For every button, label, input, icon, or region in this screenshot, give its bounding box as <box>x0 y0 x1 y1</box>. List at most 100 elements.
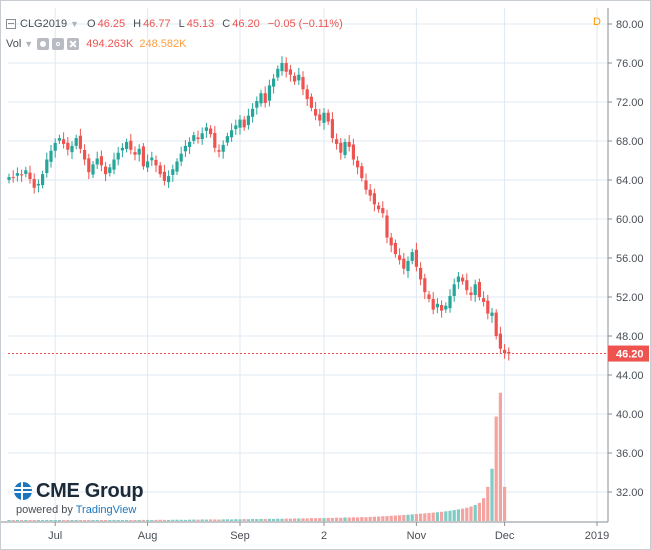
candle-body <box>217 150 221 152</box>
x-tick-label: Dec <box>495 530 515 542</box>
volume-value: 494.263K <box>86 38 134 50</box>
chevron-down-icon[interactable]: ▼ <box>24 39 34 49</box>
candle-body <box>192 135 196 141</box>
volume-bar <box>309 518 313 521</box>
candle-body <box>251 108 255 117</box>
candle-body <box>225 136 229 143</box>
volume-bar <box>95 520 99 521</box>
volume-bar <box>364 517 368 521</box>
volume-bar <box>335 517 339 521</box>
volume-bar <box>398 515 402 521</box>
candle-body <box>120 147 124 151</box>
candle-body <box>335 139 339 144</box>
y-tick-label: 64.00 <box>616 175 644 187</box>
volume-bar <box>263 519 267 521</box>
volume-bar <box>339 517 343 521</box>
volume-bar <box>297 518 301 521</box>
candle-body <box>230 130 234 138</box>
volume-bar <box>423 513 427 521</box>
volume-bar <box>183 519 187 521</box>
candle-body <box>364 180 368 190</box>
volume-bar <box>267 518 271 521</box>
candle-body <box>146 161 150 168</box>
volume-bar <box>108 520 112 521</box>
volume-bar <box>238 519 242 521</box>
volume-bar <box>469 506 473 521</box>
volume-bar <box>15 520 19 521</box>
volume-bar <box>179 519 183 521</box>
dividend-flag: D <box>593 16 601 28</box>
eye-icon[interactable] <box>37 38 50 50</box>
candle-body <box>288 69 292 75</box>
low-value: 45.13 <box>186 18 215 30</box>
platform-name[interactable]: TradingView <box>75 504 137 516</box>
volume-bar <box>473 505 477 521</box>
volume-bar <box>503 486 507 521</box>
volume-bar <box>36 520 40 521</box>
volume-bar <box>385 516 389 521</box>
change-value: −0.05 (−0.11%) <box>267 18 343 30</box>
candle-body <box>309 96 313 108</box>
volume-bar <box>482 498 486 521</box>
candle-body <box>99 156 103 166</box>
candle-body <box>351 144 355 160</box>
candle-body <box>448 296 452 309</box>
volume-bar <box>204 519 208 521</box>
volume-bar <box>440 511 444 521</box>
candle-body <box>125 141 129 149</box>
x-tick-label: Sep <box>230 530 250 542</box>
y-tick-label: 44.00 <box>616 370 644 382</box>
volume-bar <box>7 520 11 521</box>
volume-bar <box>66 520 70 521</box>
candle-body <box>419 267 423 280</box>
candle-body <box>154 159 158 166</box>
candle-body <box>423 278 427 293</box>
symbol-label[interactable]: CLG2019 <box>20 18 68 30</box>
candle-body <box>494 312 498 336</box>
candle-body <box>209 128 213 135</box>
candle-body <box>213 133 217 148</box>
volume-bar <box>351 517 355 521</box>
brand-name: CME Group <box>36 480 144 502</box>
volume-bar <box>62 520 66 521</box>
volume-bar <box>116 520 120 521</box>
candle-body <box>255 101 259 108</box>
candle-body <box>53 142 57 151</box>
volume-bar <box>78 520 82 521</box>
volume-bar <box>448 510 452 521</box>
open-value: 46.25 <box>97 18 126 30</box>
volume-bar <box>125 519 129 521</box>
candle-body <box>234 125 238 130</box>
volume-bar <box>326 517 330 521</box>
collapse-square-icon[interactable] <box>6 19 16 29</box>
close-icon[interactable] <box>67 38 80 50</box>
chevron-down-icon[interactable]: ▼ <box>70 19 80 29</box>
open-key: O <box>87 18 96 30</box>
candle-body <box>7 177 11 180</box>
candle-body <box>414 249 418 267</box>
volume-bar <box>372 516 376 521</box>
volume-bar <box>146 519 150 521</box>
volume-bar <box>360 517 364 521</box>
candle-body <box>183 145 187 152</box>
candle-body <box>20 174 24 176</box>
candle-body <box>108 167 112 173</box>
candle-body <box>293 75 297 82</box>
volume-bar <box>477 502 481 521</box>
volume-bar <box>242 519 246 521</box>
candle-body <box>246 115 250 126</box>
x-tick-label: Jul <box>48 530 62 542</box>
candle-body <box>162 171 166 181</box>
candle-body <box>91 164 95 175</box>
gear-icon[interactable] <box>52 38 65 50</box>
volume-bar <box>490 468 494 521</box>
volume-bar <box>230 519 234 521</box>
candle-body <box>507 351 511 354</box>
candle-body <box>62 139 66 144</box>
candle-body <box>276 68 280 78</box>
volume-label[interactable]: Vol <box>6 38 22 50</box>
volume-bar <box>167 519 171 521</box>
volume-bar <box>272 518 276 521</box>
volume-bar <box>368 516 372 521</box>
